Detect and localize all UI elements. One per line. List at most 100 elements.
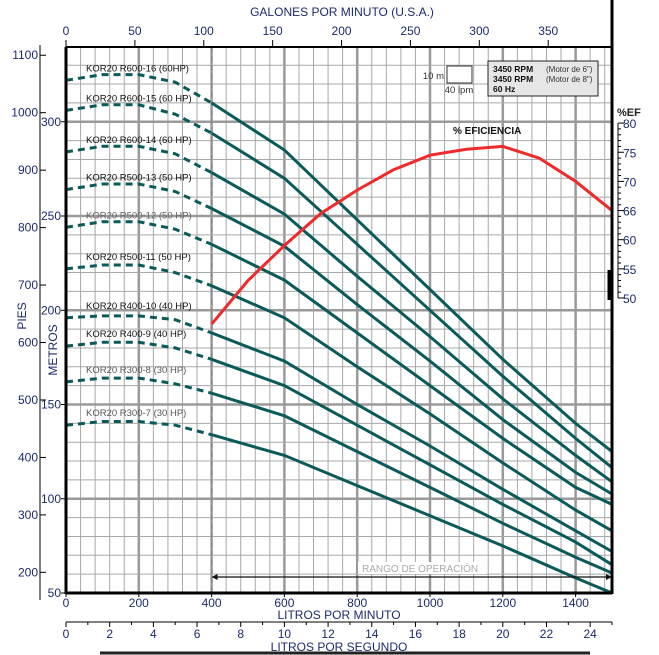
info-motor-1: (Motor de 6") <box>546 65 593 74</box>
pump-curve-dashed <box>65 376 212 395</box>
x-tick-label: 0 <box>63 596 70 610</box>
curve-label: KOR20 R500-11 (50 HP) <box>86 252 191 263</box>
feet-tick-label: 200 <box>18 565 38 579</box>
info-rpm-1: 3450 RPM <box>493 64 533 74</box>
gpm-tick-label: 0 <box>63 24 70 38</box>
gpm-tick-label: 350 <box>538 24 558 38</box>
meters-tick-label: 100 <box>41 492 61 506</box>
gpm-tick-label: 300 <box>469 24 489 38</box>
feet-tick-label: 300 <box>18 508 38 522</box>
gpm-tick-label: 250 <box>400 24 420 38</box>
lps-tick-label: 24 <box>583 627 597 641</box>
lps-tick-label: 20 <box>496 627 510 641</box>
pump-curve-dashed <box>65 340 213 361</box>
efficiency-tick-label: 55 <box>623 263 637 277</box>
arrow-right-icon <box>606 574 612 580</box>
lps-tick-label: 22 <box>540 627 554 641</box>
efficiency-tick-label: 70 <box>623 175 637 189</box>
pump-curve <box>210 171 613 484</box>
pump-curve <box>210 284 613 533</box>
feet-tick-label: 800 <box>18 221 38 235</box>
pump-curve <box>210 101 613 453</box>
grid-scale-square <box>446 65 473 84</box>
x-tick-label: 1200 <box>489 596 516 610</box>
x-tick-label: 600 <box>274 596 294 610</box>
pump-curve <box>210 131 613 469</box>
gpm-tick-label: 50 <box>128 24 142 38</box>
pump-curve-dashed <box>65 420 212 437</box>
info-rpm-2: 3450 RPM <box>493 74 533 84</box>
meters-tick-label: 300 <box>41 115 61 129</box>
pump-curve <box>210 242 613 506</box>
gpm-tick-label: 100 <box>194 24 214 38</box>
labels: KOR20 R600-16 (60HP) KOR20 R600-15 (60 HP… <box>11 24 636 641</box>
pump-curve <box>211 357 613 566</box>
feet-tick-label: 1000 <box>11 106 38 120</box>
info-motor-2: (Motor de 8") <box>546 75 593 84</box>
gpm-tick-label: 150 <box>263 24 283 38</box>
curve-label: KOR20 R600-14 (60 HP) <box>86 135 192 146</box>
efficiency-tick-label: 60 <box>623 234 637 248</box>
feet-tick-label: 1100 <box>12 48 38 62</box>
top-axis-title: GALONES POR MINUTO (U.S.A.) <box>250 5 434 19</box>
pump-curve <box>211 331 613 553</box>
lps-tick-label: 8 <box>237 627 244 641</box>
lps-tick-label: 16 <box>409 627 423 641</box>
pump-curve-dashed <box>65 73 213 105</box>
operating-range-label: RANGO DE OPERACIÓN <box>362 562 478 575</box>
efficiency-curve <box>210 144 613 326</box>
meters-tick-label: 200 <box>41 303 61 317</box>
grid-scale-width: 40 lpm <box>445 85 474 96</box>
x-tick-label: 1000 <box>417 596 444 610</box>
efficiency-axis-title: %EF <box>617 107 641 119</box>
lps-tick-label: 4 <box>150 627 157 641</box>
x-axis-secondary-title: LITROS POR SEGUNDO <box>271 640 408 654</box>
pump-curve-dashed <box>65 144 213 174</box>
feet-tick-label: 600 <box>18 336 38 350</box>
curve-label: KOR20 R400-10 (40 HP) <box>86 301 192 312</box>
efficiency-tick-label: 75 <box>623 146 637 160</box>
operating-range-label-bg <box>358 562 486 574</box>
x-tick-label: 400 <box>202 596 222 610</box>
curve-label: KOR20 R500-13 (50 HP) <box>86 173 192 184</box>
lps-tick-label: 14 <box>365 627 379 641</box>
y-axis-meters-title: METROS <box>46 324 60 375</box>
curve-label: KOR20 R300-8 (30 HP) <box>86 365 186 376</box>
curve-label: KOR20 R400-9 (40 HP) <box>86 329 186 340</box>
meters-tick-label: 150 <box>41 398 61 412</box>
y-axis-feet-title: PIES <box>15 302 29 329</box>
efficiency-label: % EFICIENCIA <box>453 126 521 137</box>
meters-tick-label: 50 <box>48 586 62 600</box>
curve-label: KOR20 R500-12 (50 HP) <box>86 210 192 221</box>
pump-curve <box>211 433 613 595</box>
curve-label: KOR20 R300-7 (30 HP) <box>86 408 186 419</box>
feet-tick-label: 900 <box>18 163 38 177</box>
grid-scale-height: 10 m <box>423 71 444 82</box>
lps-tick-label: 0 <box>63 627 70 641</box>
axes <box>39 0 624 655</box>
efficiency-tick-label: 80 <box>623 117 637 131</box>
pump-curve-dashed <box>65 220 213 246</box>
x-tick-label: 1400 <box>562 596 589 610</box>
pump-curve-dashed <box>65 263 213 288</box>
curve-label: KOR20 R600-16 (60HP) <box>86 63 189 74</box>
gpm-tick-label: 200 <box>332 24 352 38</box>
info-frequency: 60 Hz <box>493 84 515 94</box>
feet-tick-label: 400 <box>18 450 38 464</box>
info-box <box>487 60 599 97</box>
lps-tick-label: 10 <box>278 627 292 641</box>
x-axis-title: LITROS POR MINUTO <box>277 608 400 622</box>
feet-tick-label: 700 <box>18 278 38 292</box>
curve-label: KOR20 R600-15 (60 HP) <box>86 93 192 104</box>
x-tick-label: 800 <box>347 596 367 610</box>
grid <box>66 47 612 593</box>
lps-tick-label: 2 <box>106 627 113 641</box>
pump-curve <box>211 391 613 575</box>
pump-curve-dashed <box>65 103 213 135</box>
lps-tick-label: 12 <box>321 627 335 641</box>
pump-curve-dashed <box>65 182 213 210</box>
feet-tick-label: 500 <box>18 393 38 407</box>
arrow-left-icon <box>211 574 218 580</box>
x-tick-label: 200 <box>129 596 149 610</box>
